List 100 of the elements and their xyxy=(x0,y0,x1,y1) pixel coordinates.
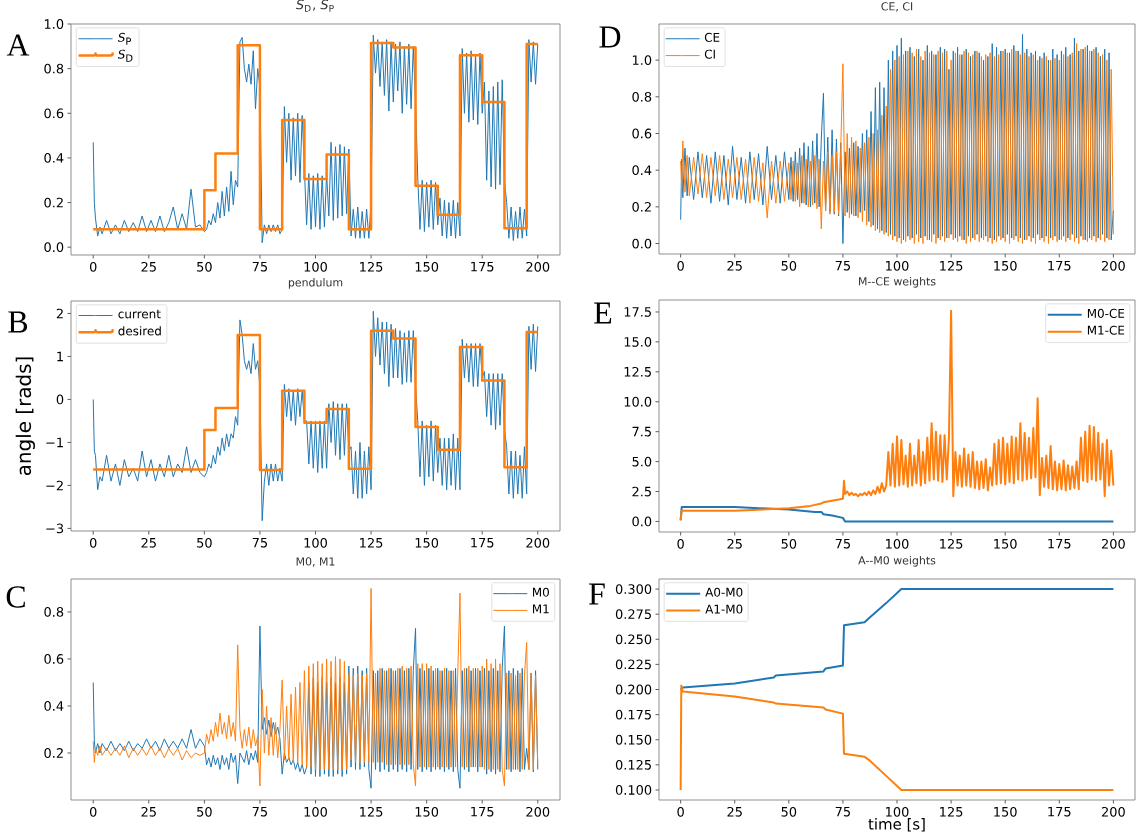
x-tick-label: 125 xyxy=(940,806,963,817)
x-tick-label: 100 xyxy=(304,261,327,272)
x-tick-label: 175 xyxy=(471,261,494,272)
x-tick-label: 150 xyxy=(994,538,1017,549)
y-tick-label: 5.0 xyxy=(632,456,652,467)
x-tick-label: 50 xyxy=(781,538,797,549)
x-tick-label: 50 xyxy=(197,806,212,817)
x-tick-label: 200 xyxy=(526,261,550,272)
x-tick-label: 200 xyxy=(1101,806,1125,817)
x-tick-label: 150 xyxy=(994,806,1017,817)
y-tick-label: 0.225 xyxy=(615,659,651,670)
y-tick-label: 0.8 xyxy=(632,91,652,102)
x-tick-label: 125 xyxy=(940,260,963,271)
y-tick-label: 0.250 xyxy=(615,634,652,645)
x-tick-label: 100 xyxy=(886,538,909,549)
x-tick-label: 100 xyxy=(886,806,909,817)
x-tick-label: 125 xyxy=(360,537,383,548)
y-tick-label: 0.0 xyxy=(632,238,652,249)
y-tick-label: 0.6 xyxy=(632,128,652,139)
x-tick-label: 50 xyxy=(197,537,212,548)
text: E xyxy=(594,302,612,324)
x-axis-title: time [s] xyxy=(868,818,925,832)
chart-title: M--CE weights xyxy=(859,277,936,288)
x-tick-label: 100 xyxy=(304,806,327,817)
text: B xyxy=(8,311,28,333)
y-tick-label: 0.0 xyxy=(44,242,64,253)
x-tick-label: 50 xyxy=(781,806,797,817)
x-tick-label: 75 xyxy=(252,261,268,272)
y-tick-label: 2 xyxy=(56,308,63,319)
x-tick-label: 125 xyxy=(360,261,383,272)
y-tick-label: 1.0 xyxy=(632,55,652,66)
x-tick-label: 175 xyxy=(1048,538,1071,549)
x-tick-label: 150 xyxy=(994,260,1017,271)
x-tick-label: 200 xyxy=(526,806,550,817)
chart-title: pendulum xyxy=(288,278,343,289)
x-tick-label: 75 xyxy=(835,806,851,817)
x-tick-label: 200 xyxy=(526,537,550,548)
y-tick-label: 0.4 xyxy=(44,701,64,711)
y-tick-label: 0.6 xyxy=(44,108,64,119)
legend-label: current xyxy=(118,309,161,319)
x-tick-label: 150 xyxy=(415,537,439,548)
x-tick-label: 150 xyxy=(415,806,439,817)
y-tick-label: −2 xyxy=(46,480,63,491)
chart-title: A--M0 weights xyxy=(858,556,936,567)
x-tick-label: 175 xyxy=(1048,260,1071,271)
legend-label: A1-M0 xyxy=(705,604,743,614)
x-tick-label: 25 xyxy=(727,806,742,817)
x-tick-label: 75 xyxy=(252,537,268,548)
y-tick-label: 0.2 xyxy=(44,748,63,758)
legend-label: M1-CE xyxy=(1087,325,1125,335)
y-tick-label: 0.175 xyxy=(615,709,651,720)
x-tick-label: 0 xyxy=(89,537,97,548)
x-tick-label: 150 xyxy=(415,261,439,272)
x-tick-label: 25 xyxy=(727,260,742,271)
y-tick-label: 0.4 xyxy=(44,153,64,163)
legend-label: M0-CE xyxy=(1087,308,1125,318)
line-series xyxy=(92,310,539,522)
x-tick-label: 25 xyxy=(727,538,742,549)
text: C xyxy=(6,586,25,608)
x-tick-label: 0 xyxy=(89,261,97,272)
x-tick-label: 25 xyxy=(141,537,156,548)
y-tick-label: 10.0 xyxy=(624,396,652,407)
y-tick-label: 1.0 xyxy=(44,19,64,29)
x-tick-label: 50 xyxy=(781,260,797,271)
text: F xyxy=(589,583,605,605)
y-tick-label: 0.100 xyxy=(615,785,652,795)
chart-title: S$_{D}$, S$_{P}$ xyxy=(296,0,334,12)
y-tick-label: 17.5 xyxy=(624,307,651,317)
chart-title: CE, CI xyxy=(881,2,913,12)
y-tick-label: 0.2 xyxy=(632,201,651,212)
y-tick-label: 0.8 xyxy=(44,607,64,617)
x-tick-label: 0 xyxy=(677,806,684,817)
legend-label: CI xyxy=(704,49,715,59)
y-tick-label: 12.5 xyxy=(624,366,651,377)
x-tick-label: 100 xyxy=(304,537,327,548)
x-tick-label: 200 xyxy=(1101,538,1125,549)
y-tick-label: 0.150 xyxy=(615,734,652,745)
y-tick-label: 0.6 xyxy=(44,654,64,664)
x-tick-label: 25 xyxy=(141,261,156,272)
text: D xyxy=(599,26,621,48)
x-tick-label: 0 xyxy=(89,806,97,817)
x-tick-label: 75 xyxy=(252,806,268,817)
x-tick-label: 100 xyxy=(886,260,909,271)
y-tick-label: 7.5 xyxy=(632,426,651,437)
x-tick-label: 175 xyxy=(1048,806,1071,817)
y-tick-label: 0.300 xyxy=(615,584,652,594)
x-tick-label: 75 xyxy=(835,260,851,271)
y-tick-label: 0.275 xyxy=(615,609,651,620)
legend-label: desired xyxy=(118,326,161,336)
x-tick-label: 175 xyxy=(471,537,494,548)
text: A xyxy=(6,34,30,56)
x-tick-label: 0 xyxy=(677,260,684,271)
x-tick-label: 25 xyxy=(141,806,156,817)
y-tick-label: 0 xyxy=(56,394,64,405)
line-series xyxy=(679,506,1115,523)
y-axis-title: angle [rads] xyxy=(15,357,35,476)
y-tick-label: 0.2 xyxy=(44,197,63,208)
y-tick-label: −1 xyxy=(46,437,63,448)
x-tick-label: 125 xyxy=(360,806,383,817)
y-tick-label: 2.5 xyxy=(632,486,651,497)
